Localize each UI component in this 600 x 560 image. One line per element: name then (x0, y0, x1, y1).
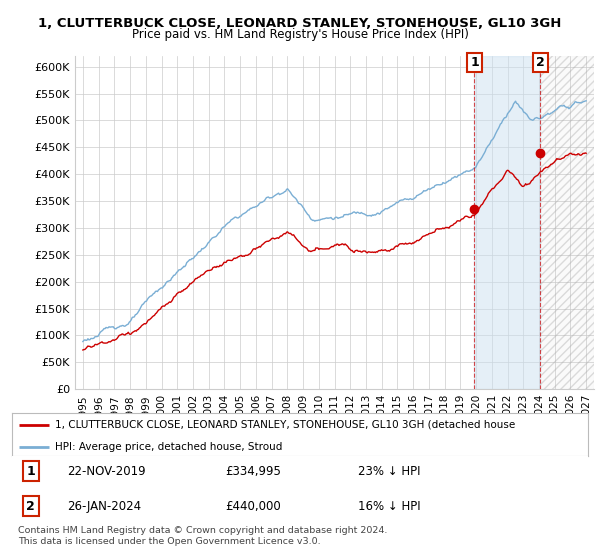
Text: £440,000: £440,000 (225, 500, 281, 512)
Text: 1, CLUTTERBUCK CLOSE, LEONARD STANLEY, STONEHOUSE, GL10 3GH (detached house: 1, CLUTTERBUCK CLOSE, LEONARD STANLEY, S… (55, 420, 515, 430)
Text: 2: 2 (536, 56, 544, 69)
Text: 1: 1 (470, 56, 479, 69)
Text: 2: 2 (26, 500, 35, 512)
Bar (540, 56, 594, 389)
Text: HPI: Average price, detached house, Stroud: HPI: Average price, detached house, Stro… (55, 442, 283, 452)
Text: 16% ↓ HPI: 16% ↓ HPI (358, 500, 420, 512)
Bar (540, 56, 594, 389)
Text: 23% ↓ HPI: 23% ↓ HPI (358, 465, 420, 478)
Text: Contains HM Land Registry data © Crown copyright and database right 2024.
This d: Contains HM Land Registry data © Crown c… (18, 526, 388, 546)
Text: 26-JAN-2024: 26-JAN-2024 (67, 500, 141, 512)
Text: £334,995: £334,995 (225, 465, 281, 478)
Text: 1: 1 (26, 465, 35, 478)
Text: 1, CLUTTERBUCK CLOSE, LEONARD STANLEY, STONEHOUSE, GL10 3GH: 1, CLUTTERBUCK CLOSE, LEONARD STANLEY, S… (38, 17, 562, 30)
Text: 22-NOV-2019: 22-NOV-2019 (67, 465, 145, 478)
Bar (475, 56, 540, 389)
Text: Price paid vs. HM Land Registry's House Price Index (HPI): Price paid vs. HM Land Registry's House … (131, 28, 469, 41)
Bar (540, 56, 594, 389)
